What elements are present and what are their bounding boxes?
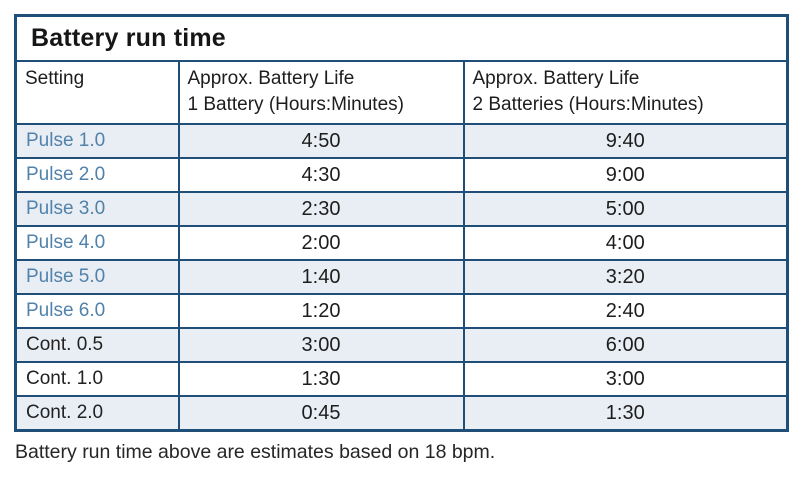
- table-row: Pulse 2.0 4:30 9:00: [14, 157, 789, 194]
- table-header-row: Setting Approx. Battery Life 1 Battery (…: [14, 59, 789, 126]
- two-batteries-value-cell: 4:00: [462, 225, 789, 262]
- two-batteries-value-cell: 9:00: [462, 157, 789, 194]
- setting-cell: Cont. 2.0: [14, 395, 180, 432]
- setting-cell: Cont. 1.0: [14, 361, 180, 398]
- setting-cell: Pulse 3.0: [14, 191, 180, 228]
- two-batteries-value-cell: 1:30: [462, 395, 789, 432]
- one-battery-value-cell: 4:50: [177, 123, 465, 160]
- table-title: Battery run time: [14, 14, 789, 62]
- two-batteries-value-cell: 5:00: [462, 191, 789, 228]
- one-battery-value-cell: 3:00: [177, 327, 465, 364]
- column-header-two-batteries: Approx. Battery Life 2 Batteries (Hours:…: [462, 59, 789, 126]
- setting-cell: Pulse 1.0: [14, 123, 180, 160]
- column-header-one-battery: Approx. Battery Life 1 Battery (Hours:Mi…: [177, 59, 465, 126]
- two-batteries-value-cell: 3:20: [462, 259, 789, 296]
- table-title-row: Battery run time: [14, 14, 789, 62]
- two-batteries-value-cell: 9:40: [462, 123, 789, 160]
- setting-cell: Pulse 4.0: [14, 225, 180, 262]
- battery-run-time-table: Battery run time Setting Approx. Battery…: [14, 14, 789, 432]
- column-header-line2: 2 Batteries (Hours:Minutes): [472, 93, 704, 115]
- table-row: Cont. 1.0 1:30 3:00: [14, 361, 789, 398]
- setting-cell: Pulse 5.0: [14, 259, 180, 296]
- table-row: Pulse 5.0 1:40 3:20: [14, 259, 789, 296]
- one-battery-value-cell: 1:20: [177, 293, 465, 330]
- column-header-setting: Setting: [14, 59, 180, 126]
- column-header-line2: 1 Battery (Hours:Minutes): [187, 93, 404, 115]
- setting-cell: Pulse 2.0: [14, 157, 180, 194]
- table-row: Cont. 0.5 3:00 6:00: [14, 327, 789, 364]
- one-battery-value-cell: 2:30: [177, 191, 465, 228]
- table-row: Pulse 6.0 1:20 2:40: [14, 293, 789, 330]
- column-header-line1: Approx. Battery Life: [187, 68, 355, 89]
- one-battery-value-cell: 4:30: [177, 157, 465, 194]
- table-row: Pulse 3.0 2:30 5:00: [14, 191, 789, 228]
- two-batteries-value-cell: 3:00: [462, 361, 789, 398]
- one-battery-value-cell: 0:45: [177, 395, 465, 432]
- setting-cell: Cont. 0.5: [14, 327, 180, 364]
- one-battery-value-cell: 2:00: [177, 225, 465, 262]
- one-battery-value-cell: 1:30: [177, 361, 465, 398]
- two-batteries-value-cell: 6:00: [462, 327, 789, 364]
- two-batteries-value-cell: 2:40: [462, 293, 789, 330]
- table-row: Cont. 2.0 0:45 1:30: [14, 395, 789, 432]
- setting-cell: Pulse 6.0: [14, 293, 180, 330]
- column-header-line1: Approx. Battery Life: [472, 68, 640, 89]
- table-row: Pulse 1.0 4:50 9:40: [14, 123, 789, 160]
- table-row: Pulse 4.0 2:00 4:00: [14, 225, 789, 262]
- footnote-text: Battery run time above are estimates bas…: [15, 440, 496, 463]
- one-battery-value-cell: 1:40: [177, 259, 465, 296]
